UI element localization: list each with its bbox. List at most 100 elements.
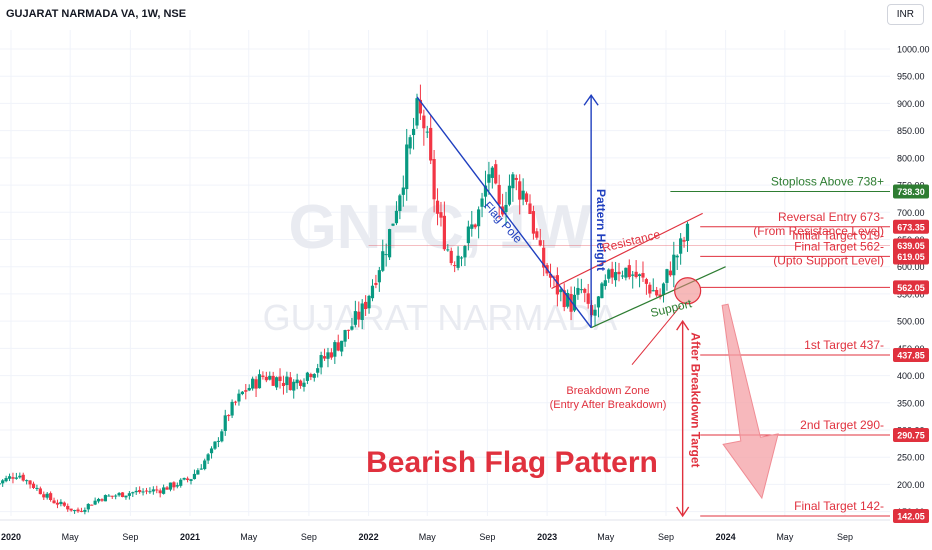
candle-body bbox=[264, 376, 268, 381]
x-tick-label: 2020 bbox=[1, 532, 21, 542]
price-tag-label: 437.85 bbox=[897, 350, 925, 360]
candle-body bbox=[415, 98, 419, 126]
candle-body bbox=[18, 475, 22, 478]
price-tag bbox=[893, 219, 929, 234]
level-note: Reversal Entry 673- bbox=[778, 210, 884, 224]
candle-body bbox=[66, 505, 70, 510]
candle-body bbox=[292, 381, 296, 391]
candle-body bbox=[295, 379, 299, 384]
candle-body bbox=[610, 268, 614, 278]
candle-body bbox=[353, 311, 357, 325]
candle-body bbox=[555, 275, 559, 295]
candle-body bbox=[548, 273, 553, 278]
candle-body bbox=[531, 211, 536, 234]
candle-body bbox=[446, 249, 450, 251]
candle-body bbox=[360, 303, 364, 320]
candle-body bbox=[370, 285, 375, 299]
candle-body bbox=[535, 231, 539, 238]
candle-body bbox=[685, 223, 690, 241]
candle-body bbox=[45, 493, 49, 498]
y-tick-label: 1000.00 bbox=[897, 45, 930, 55]
x-tick-label: Sep bbox=[479, 532, 495, 542]
candle-body bbox=[600, 283, 604, 299]
price-axis: 1000.00950.00900.00850.00800.00750.00700… bbox=[890, 0, 932, 550]
candle-body bbox=[381, 251, 385, 271]
candle-body bbox=[422, 115, 426, 129]
candle-body bbox=[665, 269, 669, 283]
candle-body bbox=[672, 254, 676, 276]
candle-body bbox=[59, 501, 63, 505]
candle-body bbox=[247, 387, 251, 391]
candle-body bbox=[538, 240, 542, 246]
candle-body bbox=[326, 352, 330, 359]
x-tick-label: Sep bbox=[837, 532, 853, 542]
candle-body bbox=[268, 375, 272, 380]
candle-body bbox=[244, 390, 248, 392]
price-tag bbox=[893, 184, 929, 199]
level-note: 2nd Target 290- bbox=[800, 418, 884, 432]
y-tick-label: 200.00 bbox=[897, 480, 925, 490]
candle-body bbox=[483, 185, 488, 197]
candle-body bbox=[28, 480, 32, 485]
candle-body bbox=[377, 270, 381, 283]
candle-body bbox=[227, 415, 231, 417]
candle-body bbox=[603, 280, 607, 287]
candle-body bbox=[322, 356, 327, 359]
candle-body bbox=[21, 474, 25, 481]
candle-body bbox=[151, 489, 155, 492]
y-tick-label: 600.00 bbox=[897, 262, 925, 272]
candle-body bbox=[114, 495, 118, 497]
price-tag bbox=[893, 428, 929, 443]
candle-body bbox=[309, 374, 313, 378]
level-note: Final Target 562- bbox=[794, 239, 884, 253]
candle-body bbox=[596, 296, 601, 308]
candle-body bbox=[49, 493, 53, 501]
candle-body bbox=[240, 391, 244, 395]
candle-body bbox=[90, 504, 94, 506]
candle-body bbox=[179, 479, 183, 486]
candle-body bbox=[593, 309, 597, 316]
candle-body bbox=[107, 495, 111, 497]
support-line bbox=[590, 266, 726, 329]
candle-body bbox=[655, 289, 659, 296]
candle-body bbox=[148, 491, 152, 493]
time-axis: 2020 May Sep 2021 May Sep 2022 May Sep 2023 May Sep… bbox=[0, 519, 890, 542]
candle-body bbox=[333, 342, 337, 357]
x-tick-label: Sep bbox=[301, 532, 317, 542]
candle-body bbox=[453, 265, 457, 267]
candle-body bbox=[52, 500, 56, 504]
candle-body bbox=[298, 380, 303, 386]
resistance-line bbox=[551, 212, 703, 290]
candle-body bbox=[110, 495, 114, 497]
candle-body bbox=[278, 376, 282, 382]
arrow-head bbox=[583, 94, 599, 106]
price-tag bbox=[893, 508, 929, 523]
candle-body bbox=[641, 273, 645, 278]
arrow-head bbox=[676, 319, 690, 331]
candle-body bbox=[233, 401, 238, 403]
candle-body bbox=[425, 131, 429, 133]
levels: Stoploss Above 738+ Reversal Entry 673- In… bbox=[368, 174, 890, 517]
y-tick-label: 850.00 bbox=[897, 126, 925, 136]
candle-body bbox=[83, 509, 87, 512]
candle-body bbox=[329, 352, 333, 358]
candle-body bbox=[209, 448, 214, 454]
candle-body bbox=[552, 276, 556, 278]
candle-body bbox=[316, 368, 320, 373]
x-tick-label: 2023 bbox=[537, 532, 557, 542]
breakdown-callout-line bbox=[631, 305, 682, 366]
y-tick-label: 350.00 bbox=[897, 398, 925, 408]
candle-body bbox=[367, 295, 371, 309]
x-tick-label: 2021 bbox=[180, 532, 200, 542]
level-note: Final Target 142- bbox=[794, 499, 884, 513]
x-tick-label: 2024 bbox=[716, 532, 736, 542]
candle-body bbox=[456, 255, 460, 268]
candle-body bbox=[562, 290, 566, 308]
pattern-height-label: Pattern Height bbox=[594, 189, 608, 271]
currency-button[interactable]: INR bbox=[886, 4, 924, 25]
candle-body bbox=[514, 177, 518, 180]
price-tag-label: 738.30 bbox=[897, 187, 925, 197]
candle-body bbox=[38, 488, 42, 495]
